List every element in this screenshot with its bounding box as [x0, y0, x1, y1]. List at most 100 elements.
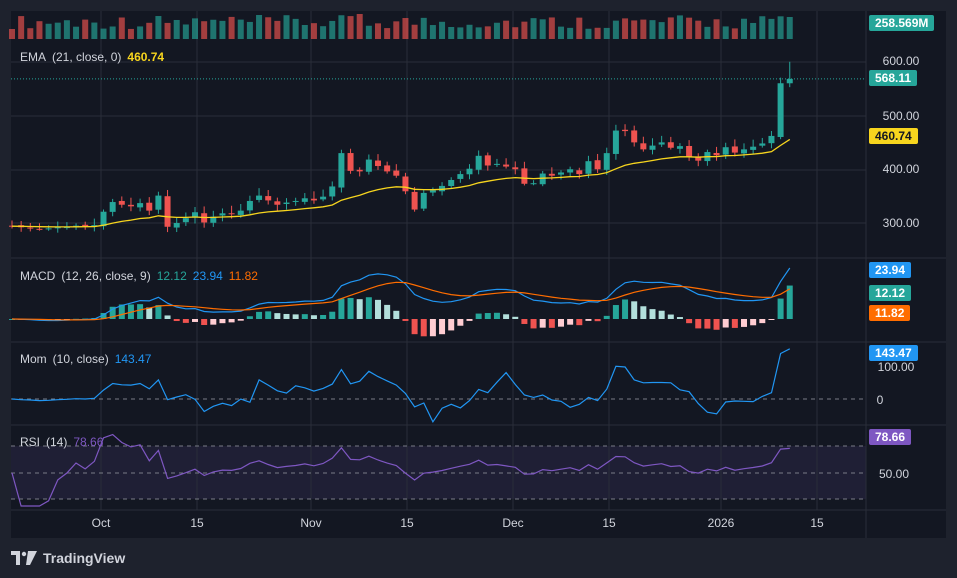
- macd-histogram-bar: [484, 313, 491, 319]
- rsi-value: 78.66: [73, 435, 104, 449]
- candle-body: [741, 149, 747, 154]
- candle-body: [27, 227, 34, 229]
- candle-body: [567, 169, 574, 173]
- macd-histogram-bar: [512, 316, 519, 319]
- candle-body: [759, 143, 766, 146]
- volume-bar: [411, 24, 418, 39]
- macd-signal-line: [11, 281, 791, 321]
- rsi-legend[interactable]: RSI (14) 78.66: [20, 435, 109, 449]
- candle-body: [320, 196, 327, 200]
- candle-body: [466, 168, 473, 175]
- macd-histogram-bar: [466, 319, 473, 321]
- volume-bar: [365, 25, 372, 39]
- macd-histogram-bar: [347, 297, 354, 319]
- x-tick-label: 2026: [708, 516, 735, 530]
- x-tick-label: 15: [810, 516, 824, 530]
- volume-bar: [9, 29, 15, 39]
- candle: [777, 77, 784, 140]
- candle-body: [402, 176, 409, 192]
- macd-histogram-bar: [137, 304, 144, 319]
- mom-legend[interactable]: Mom (10, close) 143.47: [20, 352, 157, 366]
- macd-histogram-bar: [402, 319, 409, 321]
- volume-bar: [182, 24, 189, 39]
- candle: [27, 222, 34, 232]
- candle-body: [457, 174, 464, 179]
- macd-histogram-bar: [622, 299, 629, 319]
- volume-bar: [484, 26, 491, 39]
- volume-bar: [283, 15, 290, 40]
- candle: [658, 135, 665, 147]
- volume-bar: [228, 16, 235, 39]
- candle: [768, 131, 775, 149]
- candle: [484, 152, 491, 171]
- candle-body: [622, 129, 629, 132]
- candle: [731, 139, 738, 157]
- macd-histogram-bar: [612, 305, 619, 319]
- volume-bar: [722, 26, 729, 39]
- macd-histogram-bar: [384, 304, 391, 319]
- candle-body: [36, 228, 43, 230]
- candle-body: [558, 172, 564, 175]
- macd-histogram-bar: [585, 319, 592, 321]
- macd-histogram-bar: [521, 319, 528, 324]
- macd-histogram-bar: [786, 285, 793, 319]
- candle-body: [640, 143, 647, 150]
- volume-bar: [521, 21, 528, 39]
- volume-bar: [338, 15, 345, 39]
- macd-histogram-bar: [676, 317, 683, 319]
- volume-bar: [356, 14, 363, 39]
- candle-body: [109, 202, 116, 212]
- macd-histogram-bar: [695, 319, 702, 329]
- macd-histogram-bar: [649, 309, 656, 319]
- candle-body: [82, 224, 89, 227]
- candle: [274, 197, 281, 211]
- candle-body: [310, 198, 317, 201]
- mom-label: Mom: [20, 352, 47, 366]
- volume-bar: [384, 28, 391, 39]
- macd-histogram-bar: [631, 301, 638, 319]
- ema-label: EMA: [20, 50, 47, 64]
- macd-histogram-bar: [768, 319, 775, 320]
- macd-histogram-bar: [713, 319, 720, 330]
- macd-legend[interactable]: MACD (12, 26, close, 9) 12.12 23.94 11.82: [20, 269, 264, 283]
- volume-bar: [265, 17, 272, 39]
- candle: [521, 161, 528, 186]
- candle-body: [731, 146, 738, 153]
- candle-body: [210, 216, 217, 223]
- macd-histogram-bar: [704, 319, 711, 329]
- candle-body: [137, 203, 144, 208]
- volume-bar: [164, 22, 171, 39]
- volume-bar: [548, 17, 555, 39]
- volume-bar: [146, 22, 153, 39]
- candle-body: [521, 168, 528, 184]
- macd-histogram-bar: [420, 319, 427, 337]
- candle: [466, 164, 473, 180]
- volume-bar: [631, 20, 638, 39]
- volume-bar: [237, 19, 244, 39]
- volume-bar: [429, 25, 436, 39]
- ema-value: 460.74: [127, 50, 165, 64]
- candle-body: [786, 78, 793, 84]
- volume-bar: [402, 18, 409, 39]
- volume-bar: [676, 15, 683, 39]
- mom-value: 143.47: [114, 352, 152, 366]
- candle: [155, 191, 162, 214]
- volume-value-tag: 258.569M: [869, 15, 935, 31]
- macd-histogram-bar: [118, 304, 125, 319]
- candle: [219, 208, 226, 222]
- macd-value: 23.94: [192, 269, 223, 283]
- candle-body: [228, 213, 235, 215]
- volume-bar: [658, 22, 665, 39]
- macd-histogram-bar: [237, 319, 244, 321]
- ema-legend[interactable]: EMA (21, close, 0) 460.74: [20, 50, 170, 64]
- tradingview-brand[interactable]: TradingView: [11, 549, 125, 567]
- volume-bar: [457, 27, 464, 39]
- volume-bar: [45, 23, 52, 39]
- price-tick-label: 600.00: [883, 54, 920, 68]
- macd-histogram-bar: [567, 319, 574, 325]
- volume-bar: [219, 20, 226, 39]
- macd-signal-value: 11.82: [228, 269, 258, 283]
- candle: [338, 149, 345, 193]
- candle-body: [164, 196, 171, 227]
